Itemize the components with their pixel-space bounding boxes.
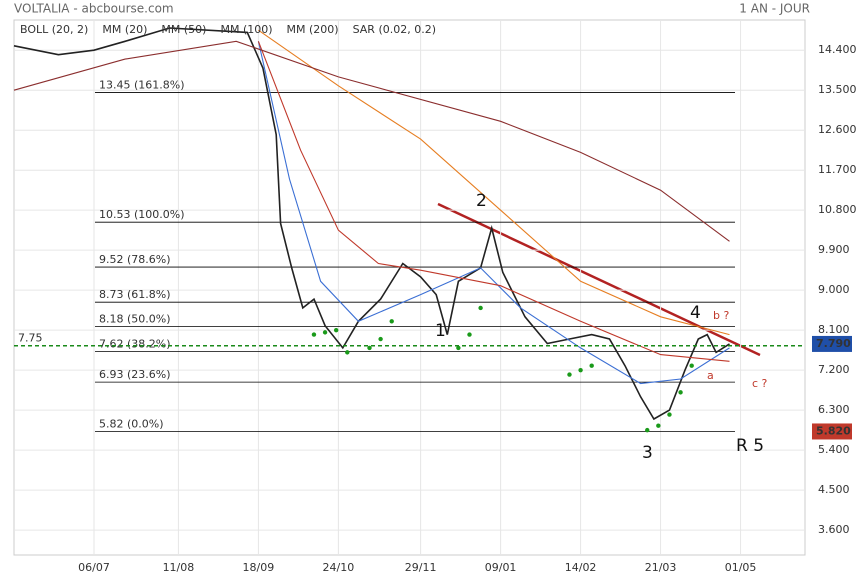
x-tick-label: 24/10 [323,561,355,574]
x-tick-label: 09/01 [485,561,517,574]
sar-dot [333,327,339,333]
y-tick-label: 11.700 [818,163,857,176]
price-tag [812,335,852,352]
sar-dot [689,363,694,368]
price-tag-label: 5.820 [816,424,851,437]
wave-label: b ? [713,309,729,322]
fib-label: 7.62 (38.2%) [99,337,171,350]
wave-label: R 5 [736,436,764,456]
sar-dot [467,332,472,337]
sar-dot [567,372,572,377]
sar-dot [578,367,583,373]
sar-dot [345,350,350,355]
y-tick-label: 4.500 [818,483,850,496]
y-tick-label: 5.400 [818,443,850,456]
x-tick-label: 21/03 [645,561,677,574]
series-line [257,41,730,385]
fib-label: 8.73 (61.8%) [99,288,171,301]
x-tick-label: 14/02 [565,561,597,574]
x-tick-label: 11/08 [163,561,195,574]
sar-dot [589,363,594,368]
series-line [257,41,730,362]
wave-label: a [707,369,714,382]
wave-label: 4 [690,303,701,323]
wave-label: 3 [642,443,653,463]
sar-dot [311,332,317,337]
y-tick-label: 3.600 [818,523,850,536]
fib-label: 8.18 (50.0%) [99,313,171,326]
x-tick-label: 06/07 [78,561,110,574]
fib-label: 9.52 (78.6%) [99,253,171,266]
chart-title: VOLTALIA - abcbourse.com [14,2,174,16]
sar-dot [656,423,661,428]
sar-dot [389,319,394,324]
legend-item: SAR (0.02, 0.2) [353,23,436,36]
y-tick-label: 9.000 [818,283,850,296]
sar-dot [456,345,461,351]
y-tick-label: 12.600 [818,123,857,136]
series-line [258,29,730,336]
y-tick-label: 8.100 [818,323,850,336]
plot-area [13,19,806,556]
fib-label: 6.93 (23.6%) [99,368,171,381]
y-tick-label: 14.400 [818,43,857,56]
y-tick-label: 13.500 [818,83,857,96]
wave-label: 1 [435,321,446,341]
legend-item: MM (200) [287,23,339,36]
sar-dot [678,390,683,395]
ref-label: 7.75 [18,332,43,345]
x-tick-label: 29/11 [405,561,437,574]
fib-label: 10.53 (100.0%) [99,208,185,221]
price-tag [812,423,852,440]
sar-dot [367,345,372,351]
sar-dot [322,330,328,335]
x-tick-label: 01/05 [725,561,757,574]
y-tick-label: 6.300 [818,403,850,416]
series-line [13,40,730,242]
y-tick-label: 9.900 [818,243,850,256]
legend-item: BOLL (20, 2) [20,23,88,36]
sar-dot [645,427,650,433]
sar-dot [378,336,383,342]
y-tick-label: 7.200 [818,363,850,376]
wave-label: c ? [752,377,768,390]
legend-item: MM (100) [220,23,272,36]
y-tick-label: 10.800 [818,203,857,216]
fib-label: 5.82 (0.0%) [99,417,164,430]
period: 1 AN - JOUR [739,2,810,16]
legend-item: MM (50) [161,23,206,36]
series-line [13,27,730,421]
fib-label: 13.45 (161.8%) [99,78,185,91]
sar-dot [667,412,672,417]
wave-label: 2 [476,191,487,211]
price-tag-label: 7.790 [816,337,851,350]
sar-dot [478,305,483,311]
x-tick-label: 18/09 [243,561,275,574]
legend-item: MM (20) [102,23,147,36]
